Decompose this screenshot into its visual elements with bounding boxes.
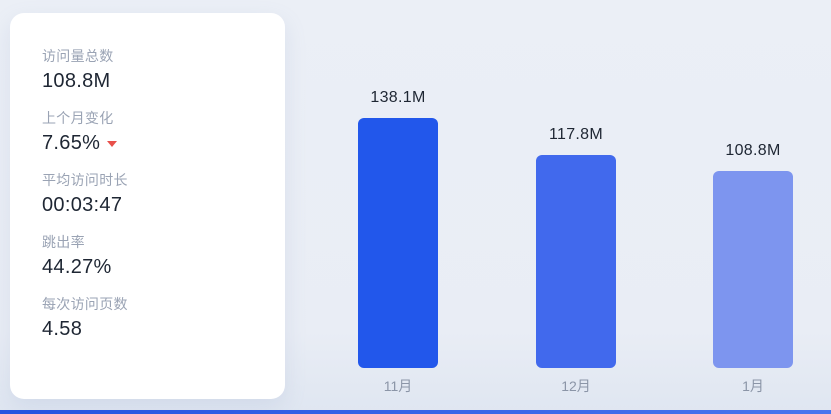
stat-avg-visit-duration: 平均访问时长 00:03:47 — [42, 170, 257, 218]
stat-value-change-last-month: 7.65% — [42, 132, 101, 154]
stat-label-pages-per-visit: 每次访问页数 — [42, 296, 128, 312]
stat-value-row-change-last-month: 7.65% — [42, 130, 257, 156]
bar-1[interactable] — [358, 118, 438, 368]
stat-label-total-visits: 访问量总数 — [42, 48, 114, 64]
stat-label-change-last-month: 上个月变化 — [42, 110, 114, 126]
stat-value-row-pages-per-visit: 4.58 — [42, 316, 257, 342]
stats-card: 访问量总数 108.8M 上个月变化 7.65% 平均访问时长 00:03:47 跳出率 44… — [10, 13, 285, 399]
bar-category-label-1: 11月 — [383, 378, 413, 394]
bottom-accent-bar — [0, 410, 831, 414]
bar-value-label-1: 138.1M — [370, 89, 426, 106]
stat-value-row-total-visits: 108.8M — [42, 68, 257, 94]
stat-value-bounce-rate: 44.27% — [42, 256, 112, 278]
stat-value-total-visits: 108.8M — [42, 70, 111, 92]
bar-category-label-2: 12月 — [561, 378, 591, 394]
bar-value-label-2: 117.8M — [549, 126, 603, 143]
stat-pages-per-visit: 每次访问页数 4.58 — [42, 294, 257, 342]
stat-value-row-bounce-rate: 44.27% — [42, 254, 257, 280]
trend-down-icon — [107, 141, 118, 147]
stat-bounce-rate: 跳出率 44.27% — [42, 232, 257, 280]
stat-label-bounce-rate: 跳出率 — [42, 234, 85, 250]
stat-total-visits: 访问量总数 108.8M — [42, 46, 257, 94]
bar-2[interactable] — [536, 155, 616, 368]
stat-value-row-avg-visit-duration: 00:03:47 — [42, 192, 257, 218]
stat-value-pages-per-visit: 4.58 — [42, 318, 83, 340]
stat-change-last-month: 上个月变化 7.65% — [42, 108, 257, 156]
stats-list: 访问量总数 108.8M 上个月变化 7.65% 平均访问时长 00:03:47 跳出率 44… — [42, 46, 257, 342]
bar-3[interactable] — [713, 171, 793, 368]
stat-value-avg-visit-duration: 00:03:47 — [42, 194, 123, 216]
bar-value-label-3: 108.8M — [725, 142, 781, 159]
stat-label-avg-visit-duration: 平均访问时长 — [42, 172, 128, 188]
bar-category-label-3: 1月 — [742, 378, 764, 394]
